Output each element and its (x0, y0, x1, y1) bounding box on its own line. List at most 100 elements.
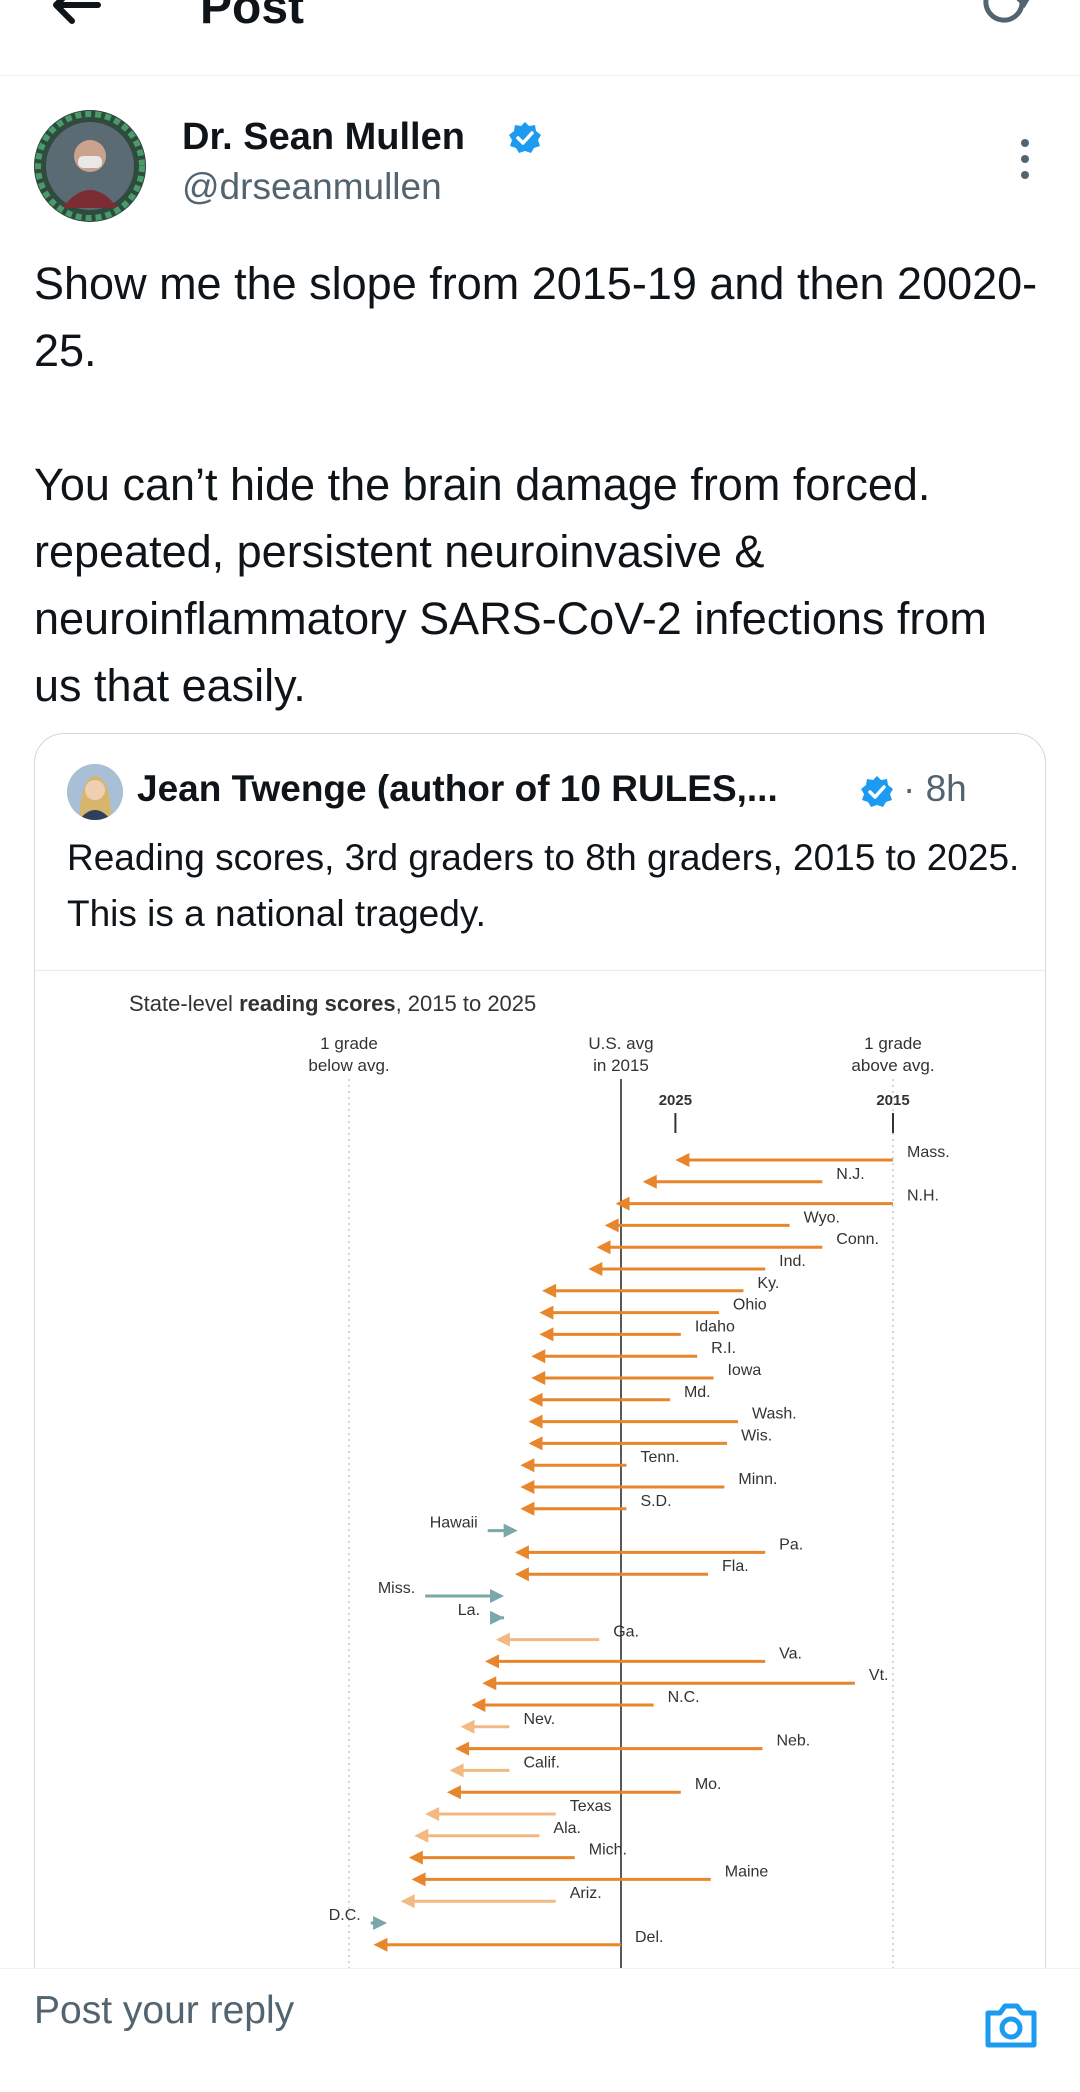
quoted-author-avatar (67, 764, 123, 820)
state-label-s-d: S.D. (640, 1493, 671, 1510)
state-label-ind: Ind. (779, 1253, 806, 1270)
arrow-head-r-i (531, 1349, 546, 1364)
arrow-wis: Wis. (528, 1427, 772, 1451)
arrow-ind: Ind. (588, 1253, 806, 1276)
arrow-ala: Ala. (414, 1820, 581, 1843)
author-name[interactable]: Dr. Sean Mullen (182, 116, 465, 158)
header-label-above-line2: above avg. (851, 1056, 934, 1075)
arrow-nev: Nev. (460, 1711, 555, 1734)
more-options-button[interactable] (1010, 134, 1040, 184)
arrow-head-mich (408, 1850, 423, 1865)
arrow-head-minn (520, 1480, 535, 1494)
arrow-mich: Mich. (408, 1842, 627, 1865)
arrow-head-texas (425, 1807, 440, 1821)
state-label-wis: Wis. (741, 1427, 772, 1444)
header-label-below-line2: below avg. (308, 1056, 389, 1075)
arrow-head-ohio (539, 1305, 554, 1320)
arrow-mass: Mass. (675, 1144, 950, 1167)
arrow-n-c: N.C. (471, 1689, 700, 1712)
state-label-mo: Mo. (695, 1776, 722, 1793)
state-label-wyo: Wyo. (804, 1209, 840, 1226)
state-label-conn: Conn. (836, 1231, 879, 1248)
arrow-conn: Conn. (596, 1231, 879, 1255)
arrow-fla: Fla. (514, 1558, 749, 1582)
page-title: Post (200, 0, 305, 34)
more-vertical-icon (1021, 139, 1029, 179)
camera-icon (985, 2003, 1037, 2048)
reply-input[interactable]: Post your reply (34, 1989, 295, 2032)
state-label-ga: Ga. (613, 1624, 639, 1641)
state-label-maine: Maine (725, 1863, 769, 1880)
state-label-md: Md. (684, 1384, 711, 1401)
quoted-timestamp: · 8h (903, 768, 967, 809)
arrow-ga: Ga. (495, 1624, 639, 1647)
arrow-head-mass (675, 1153, 690, 1167)
arrow-r-i: R.I. (531, 1340, 736, 1364)
arrow-head-n-h (615, 1196, 630, 1211)
quoted-post-text: Reading scores, 3rd graders to 8th grade… (67, 837, 1020, 934)
state-label-n-j: N.J. (836, 1166, 864, 1183)
arrow-ky: Ky. (542, 1275, 779, 1298)
arrow-idaho: Idaho (539, 1318, 735, 1342)
arrow-n-h: N.H. (615, 1188, 939, 1211)
reply-bar: Post your reply (0, 1968, 1080, 2092)
arrow-la: La. (458, 1602, 505, 1625)
arrow-iowa: Iowa (531, 1362, 761, 1385)
chart-title: State-level reading scores, 2015 to 2025 (129, 991, 536, 1016)
state-label-minn: Minn. (738, 1471, 777, 1488)
back-button[interactable] (40, 0, 110, 40)
state-label-nev: Nev. (523, 1711, 555, 1728)
arrow-head-ky (542, 1283, 557, 1298)
arrow-ohio: Ohio (539, 1297, 767, 1320)
long-covid-awareness-avatar (34, 110, 146, 222)
arrow-va: Va. (485, 1645, 802, 1669)
arrow-head-del (373, 1937, 388, 1952)
state-label-ala: Ala. (553, 1820, 581, 1837)
arrow-head-s-d (520, 1501, 535, 1516)
arrow-d-c: D.C. (329, 1907, 388, 1930)
arrow-vt: Vt. (482, 1667, 889, 1691)
refresh-icon (983, 0, 1030, 23)
arrow-maine: Maine (411, 1863, 769, 1887)
quoted-chart-image[interactable]: State-level reading scores, 2015 to 2025… (35, 970, 1045, 2092)
header-label-avg-line2: in 2015 (593, 1056, 649, 1075)
header-label-avg-line1: U.S. avg (588, 1034, 653, 1053)
arrow-ariz: Ariz. (400, 1885, 602, 1909)
arrow-mo: Mo. (446, 1776, 722, 1800)
state-label-neb: Neb. (776, 1733, 810, 1750)
state-label-ohio: Ohio (733, 1297, 767, 1314)
arrow-del: Del. (373, 1929, 663, 1952)
arrow-head-n-c (471, 1698, 486, 1712)
arrow-s-d: S.D. (520, 1493, 672, 1516)
arrow-head-conn (596, 1240, 611, 1255)
refresh-button[interactable] (976, 0, 1032, 28)
state-label-calif: Calif. (523, 1754, 559, 1771)
author-avatar[interactable] (34, 110, 146, 222)
arrow-head-md (528, 1392, 543, 1407)
state-label-ariz: Ariz. (570, 1885, 602, 1902)
state-label-vt: Vt. (869, 1667, 889, 1684)
arrow-neb: Neb. (455, 1733, 810, 1756)
arrow-head-idaho (539, 1327, 554, 1342)
legend-2015-label: 2015 (876, 1092, 909, 1109)
arrow-head-d-c (373, 1916, 388, 1930)
arrow-head-ariz (400, 1894, 415, 1909)
state-label-ky: Ky. (757, 1275, 779, 1292)
arrow-head-wyo (604, 1218, 619, 1233)
arrow-minn: Minn. (520, 1471, 777, 1494)
author-handle[interactable]: @drseanmullen (182, 166, 442, 207)
state-label-pa: Pa. (779, 1536, 803, 1553)
quoted-post[interactable]: Jean Twenge (author of 10 RULES,... · 8h… (34, 733, 1046, 2092)
top-bar: Post (0, 0, 1080, 76)
arrow-head-vt (482, 1676, 497, 1691)
camera-button[interactable] (982, 1999, 1040, 2051)
arrow-pa: Pa. (514, 1536, 803, 1560)
arrow-head-hawaii (503, 1523, 518, 1538)
state-label-mass: Mass. (907, 1144, 950, 1161)
state-label-d-c: D.C. (329, 1907, 361, 1924)
arrow-calif: Calif. (449, 1754, 560, 1778)
arrow-head-wis (528, 1436, 543, 1451)
arrow-n-j: N.J. (642, 1166, 865, 1189)
quoted-verified-badge-icon (859, 774, 895, 810)
arrow-wyo: Wyo. (604, 1209, 840, 1233)
